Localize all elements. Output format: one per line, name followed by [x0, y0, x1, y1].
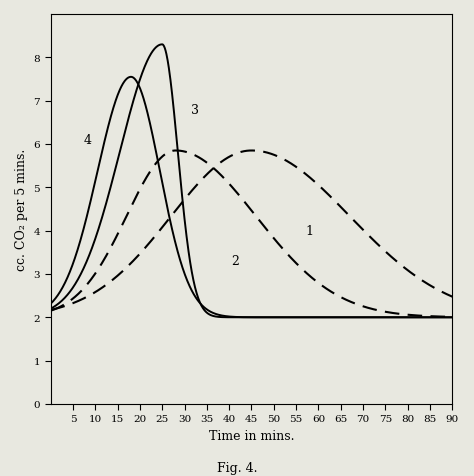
Text: 2: 2	[231, 255, 239, 268]
Text: Fig. 4.: Fig. 4.	[217, 461, 257, 474]
Text: 3: 3	[191, 104, 199, 117]
Text: 1: 1	[305, 225, 313, 238]
Text: 4: 4	[84, 134, 92, 147]
X-axis label: Time in mins.: Time in mins.	[209, 429, 294, 442]
Y-axis label: cc. CO₂ per 5 mins.: cc. CO₂ per 5 mins.	[15, 149, 28, 270]
